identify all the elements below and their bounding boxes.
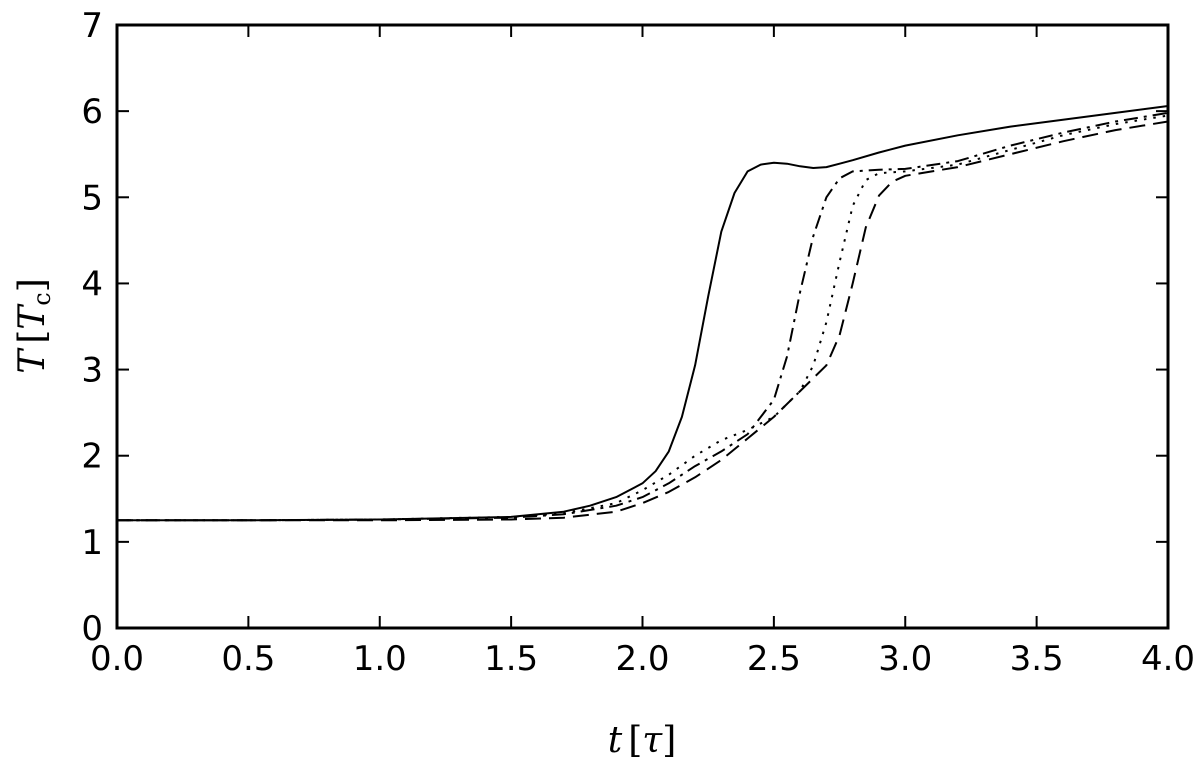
x-axis-label-close-bracket: ] <box>662 720 676 761</box>
series-layer <box>117 105 1169 522</box>
y-axis-label-unit-sub: c <box>28 292 56 305</box>
y-tick-label: 4 <box>81 264 103 304</box>
tick-layer: 0.0 0.5 1.0 1.5 2.0 2.5 3.0 3.5 4.0 0 1 2 3 4 5 6 7 <box>81 6 1195 679</box>
series-line-dotted <box>117 114 1169 522</box>
y-axis-label-close-bracket: ] <box>12 278 53 292</box>
x-axis-label: t [τ] <box>608 720 676 761</box>
x-tick-label: 3.5 <box>1010 639 1064 679</box>
y-axis-label-var: T <box>12 347 53 374</box>
y-tick-label: 5 <box>81 178 103 218</box>
x-axis-label-open-bracket: [ <box>628 720 642 761</box>
y-tick-label: 6 <box>81 92 103 132</box>
x-axis-label-unit: τ <box>642 720 663 761</box>
series-line-solid <box>117 105 1169 522</box>
plot-frame <box>115 23 1170 630</box>
x-tick-label: 1.0 <box>353 639 407 679</box>
y-axis-label-unit: T <box>12 303 53 330</box>
x-tick-label: 1.5 <box>484 639 538 679</box>
y-tick-label: 0 <box>81 609 103 649</box>
series-line-dashed <box>117 120 1169 522</box>
y-axis-label: T[Tc] <box>12 278 56 374</box>
y-tick-label: 2 <box>81 437 103 477</box>
x-tick-label: 0.0 <box>90 639 144 679</box>
y-tick-label: 1 <box>81 523 103 563</box>
x-tick-label: 2.5 <box>747 639 801 679</box>
x-tick-label: 4.0 <box>1141 639 1195 679</box>
y-tick-label: 7 <box>81 6 103 46</box>
x-tick-label: 3.0 <box>878 639 932 679</box>
x-tick-label: 0.5 <box>221 639 275 679</box>
x-tick-label: 2.0 <box>615 639 669 679</box>
y-tick-label: 3 <box>81 351 103 391</box>
x-axis-label-var: t <box>608 720 623 761</box>
y-axis-label-open-bracket: [ <box>12 330 53 344</box>
